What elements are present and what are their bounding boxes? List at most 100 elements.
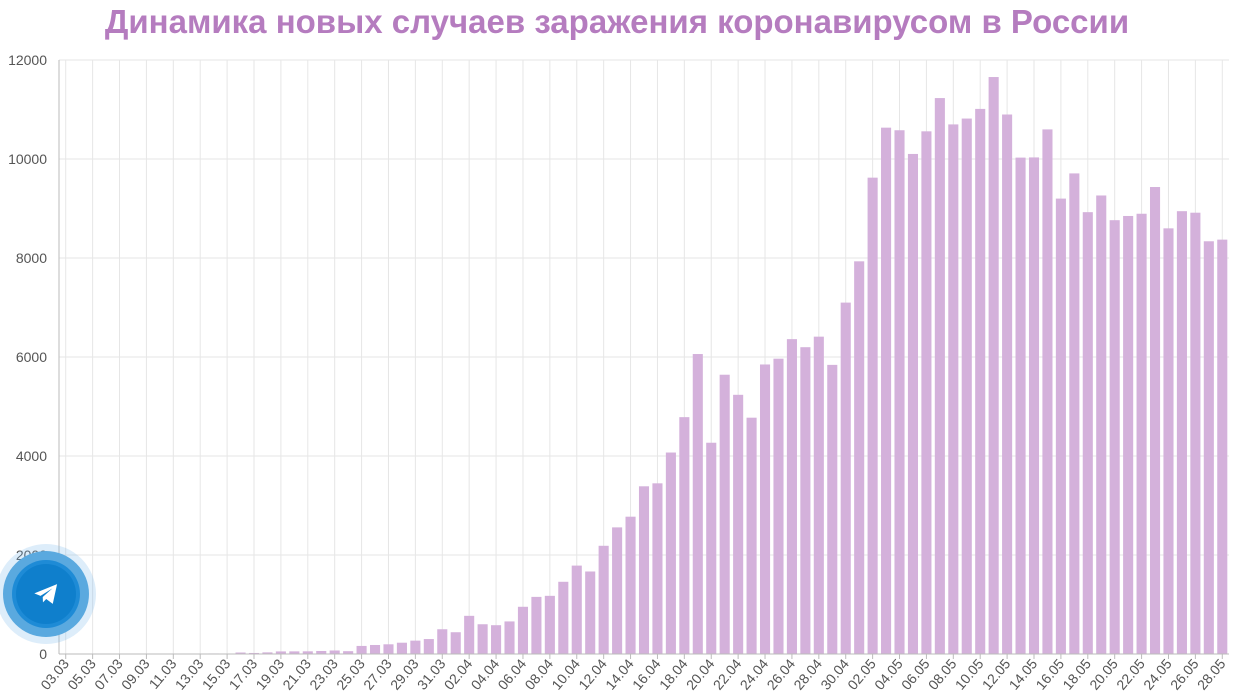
bar (1190, 212, 1201, 654)
bar (585, 571, 596, 654)
x-tick-label: 10.04 (548, 655, 583, 692)
x-tick-label: 17.03 (226, 655, 261, 692)
bar (544, 595, 555, 654)
y-tick-label: 10000 (8, 151, 47, 167)
bar (665, 452, 676, 654)
bar (1015, 157, 1026, 654)
x-tick-label: 30.04 (817, 655, 852, 692)
y-tick-label: 0 (39, 646, 47, 662)
bar (625, 516, 636, 654)
bar (1042, 129, 1053, 655)
bar (759, 364, 771, 654)
x-tick-label: 23.03 (306, 655, 341, 692)
x-tick-label: 15.03 (199, 655, 234, 692)
bar (934, 98, 945, 655)
x-tick-label: 24.04 (737, 655, 772, 692)
bar (248, 652, 260, 654)
bar (907, 153, 919, 655)
bar (1163, 228, 1174, 655)
x-tick-label: 14.05 (1006, 655, 1041, 692)
bar (235, 652, 246, 654)
bar (423, 639, 434, 654)
bar (517, 606, 529, 654)
bar (1096, 195, 1107, 654)
x-tick-label: 02.05 (844, 655, 879, 692)
bar (571, 565, 582, 654)
y-tick-label: 6000 (16, 349, 47, 365)
y-axis: 020004000600080001000012000 (8, 52, 60, 662)
bar (948, 124, 959, 655)
x-tick-label: 16.04 (629, 655, 664, 692)
x-tick-label: 20.04 (683, 655, 718, 692)
bar (396, 642, 407, 654)
bar (1203, 241, 1214, 655)
x-tick-label: 02.04 (441, 655, 476, 692)
bar (410, 640, 421, 654)
x-tick-label: 08.05 (925, 655, 960, 692)
chart-title: Динамика новых случаев заражения коронав… (104, 3, 1130, 40)
x-tick-label: 27.03 (360, 655, 395, 692)
x-tick-label: 14.04 (602, 655, 637, 692)
bar (1069, 173, 1080, 655)
bar (1136, 213, 1147, 654)
bar (827, 364, 838, 654)
bar (679, 417, 690, 654)
bar (343, 651, 354, 654)
bar (881, 127, 892, 654)
bar (356, 645, 367, 654)
x-tick-label: 26.05 (1167, 655, 1202, 692)
x-tick-label: 07.03 (91, 655, 126, 692)
x-tick-label: 11.03 (145, 655, 179, 691)
x-tick-label: 12.05 (979, 655, 1014, 692)
x-tick-label: 04.05 (871, 655, 906, 692)
bar (464, 615, 475, 654)
bar (840, 302, 851, 654)
x-tick-label: 25.03 (333, 655, 368, 692)
bar (800, 347, 811, 654)
bar (652, 483, 663, 654)
bar (975, 108, 986, 654)
x-tick-label: 31.03 (414, 655, 449, 692)
x-axis: 03.0305.0307.0309.0311.0313.0315.0317.03… (37, 653, 1229, 693)
bar (598, 545, 609, 654)
bar (813, 336, 824, 654)
bars (60, 77, 1228, 655)
bar (638, 486, 650, 654)
telegram-widget[interactable] (0, 544, 96, 644)
x-tick-label: 04.04 (468, 655, 503, 692)
x-tick-label: 29.03 (387, 655, 422, 692)
bar (504, 621, 515, 654)
x-tick-label: 10.05 (952, 655, 987, 692)
x-tick-label: 12.04 (575, 655, 610, 692)
bar (719, 374, 730, 654)
bar (894, 130, 905, 655)
bar (733, 394, 744, 654)
x-tick-label: 28.05 (1194, 655, 1229, 692)
telegram-icon (34, 584, 58, 604)
x-tick-label: 06.04 (494, 655, 529, 692)
bar (746, 417, 757, 654)
bar (450, 632, 461, 654)
bar (1028, 157, 1040, 654)
bar (1109, 220, 1120, 654)
x-tick-label: 16.05 (1032, 655, 1067, 692)
x-tick-label: 20.05 (1086, 655, 1121, 692)
bar (262, 652, 273, 654)
bar (1149, 187, 1161, 654)
bar (1055, 198, 1066, 654)
bar (867, 177, 878, 654)
bar (1123, 215, 1134, 655)
bar (612, 527, 623, 654)
y-tick-label: 8000 (16, 250, 47, 266)
x-tick-label: 09.03 (118, 655, 153, 692)
x-tick-label: 13.03 (172, 655, 207, 692)
bar (383, 644, 394, 654)
bar (1217, 239, 1228, 654)
bar (275, 651, 286, 654)
bar (1002, 114, 1013, 654)
x-tick-label: 26.04 (763, 655, 798, 692)
telegram-button[interactable] (16, 564, 76, 624)
bar (531, 596, 542, 654)
bar (437, 629, 448, 654)
